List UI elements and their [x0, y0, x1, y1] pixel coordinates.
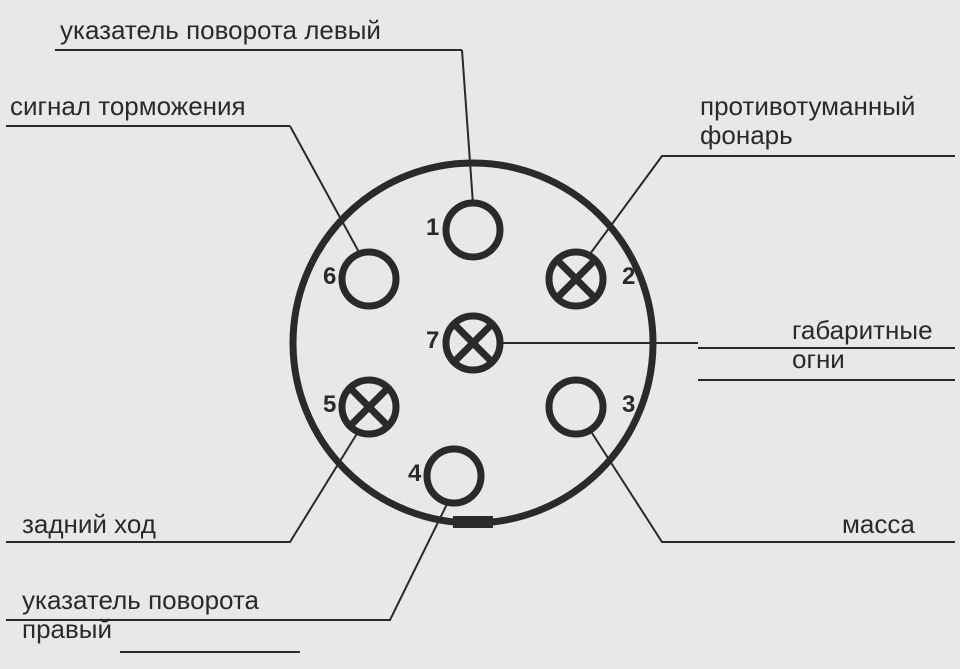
pin-number-6: 6: [323, 263, 336, 291]
connector-diagram: 1 2 3 4 5 6 7 указатель поворота левый сигнал то…: [0, 0, 960, 669]
pin-label-4: указатель поворотаправый: [22, 586, 259, 643]
pin-number-7: 7: [426, 327, 439, 355]
pin-label-1: указатель поворота левый: [60, 16, 381, 45]
pin-number-1: 1: [426, 214, 439, 242]
pin-label-3: масса: [842, 510, 915, 539]
pin-label-7: габаритныеогни: [792, 316, 933, 373]
pin-label-5: задний ход: [22, 510, 156, 539]
pin-number-3: 3: [622, 391, 635, 419]
pin-number-4: 4: [408, 460, 421, 488]
pin-number-2: 2: [622, 263, 635, 291]
pin-label-2: противотуманныйфонарь: [700, 92, 915, 149]
pin-number-5: 5: [323, 391, 336, 419]
pin-label-6: сигнал торможения: [10, 92, 246, 121]
